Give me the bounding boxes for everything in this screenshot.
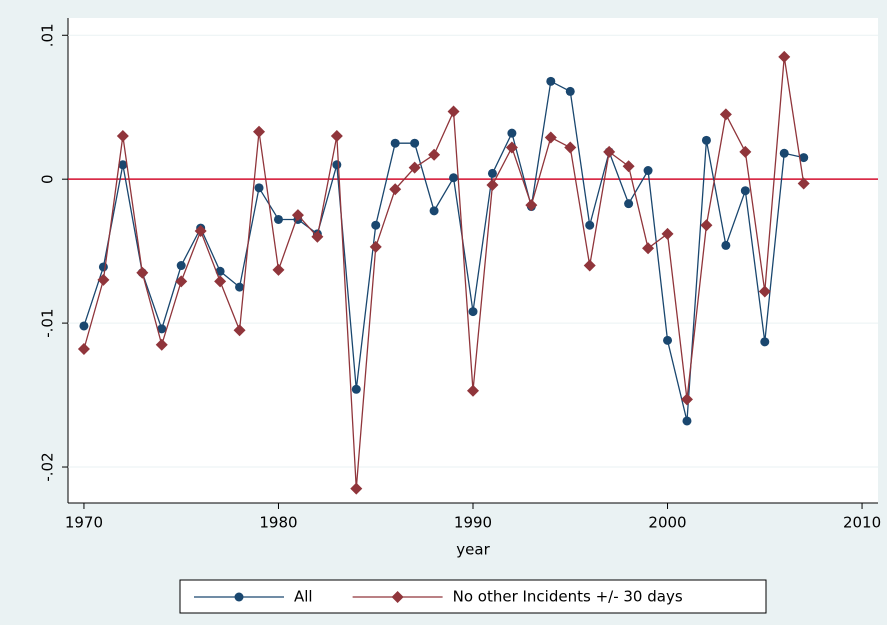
marker [760,337,770,347]
marker [391,591,404,603]
x-tick-label: 2000 [648,514,686,532]
marker [116,130,129,143]
marker [758,285,771,298]
y-tick-label: -.01 [39,308,57,337]
marker [661,227,674,240]
marker [700,219,713,232]
x-axis-label: year [456,541,490,559]
marker [682,416,692,426]
series-line [83,56,805,489]
marker [663,335,673,345]
y-tick-label: 0 [39,174,57,184]
marker [778,50,791,63]
marker [136,266,149,279]
marker [291,209,304,222]
marker [622,160,635,173]
marker [390,138,400,148]
marker [157,324,167,334]
marker [507,128,517,138]
marker [701,135,711,145]
marker [486,178,499,191]
marker [544,131,557,144]
marker [624,199,634,209]
x-tick-label: 1970 [65,514,103,532]
marker [215,266,225,276]
marker [97,273,110,286]
marker [79,321,89,331]
marker [719,108,732,121]
marker [369,240,382,253]
marker [214,275,227,288]
marker [680,393,693,406]
y-tick-label: -.02 [39,452,57,481]
marker [468,307,478,317]
marker [389,183,402,196]
marker [408,161,421,174]
marker [194,224,207,237]
marker [98,262,108,272]
marker [351,384,361,394]
marker [643,166,653,176]
marker [155,338,168,351]
marker [487,168,497,178]
marker [234,592,244,602]
marker [429,206,439,216]
marker [254,183,264,193]
marker [642,242,655,255]
marker [235,282,245,292]
legend-label: No other Incidents +/- 30 days [453,588,683,606]
marker [350,482,363,495]
marker [311,230,324,243]
marker [371,220,381,230]
x-tick-label: 1980 [259,514,297,532]
marker [603,145,616,158]
marker [564,141,577,154]
marker [467,384,479,397]
marker [565,86,575,96]
marker [175,275,188,288]
legend-label: All [294,588,313,606]
marker [447,105,460,118]
x-tick-label: 2010 [843,514,881,532]
marker [779,148,789,158]
marker [799,153,809,163]
marker [272,263,285,276]
marker [721,240,731,250]
series-line [83,80,804,422]
marker [585,220,595,230]
x-tick-label: 1990 [454,514,492,532]
y-tick-label: .01 [39,23,57,47]
marker [546,76,556,86]
marker [410,138,420,148]
marker [273,214,283,224]
plot-area [68,18,878,503]
marker [176,261,186,271]
marker [428,148,441,161]
marker [330,130,343,143]
marker [233,324,246,337]
marker [77,343,90,356]
marker [332,160,342,170]
marker [118,160,128,170]
marker [583,259,596,272]
marker [505,141,518,154]
marker [740,186,750,196]
marker [797,177,810,190]
marker [449,173,459,183]
marker [739,145,752,158]
marker [253,125,266,138]
marker [525,199,538,212]
